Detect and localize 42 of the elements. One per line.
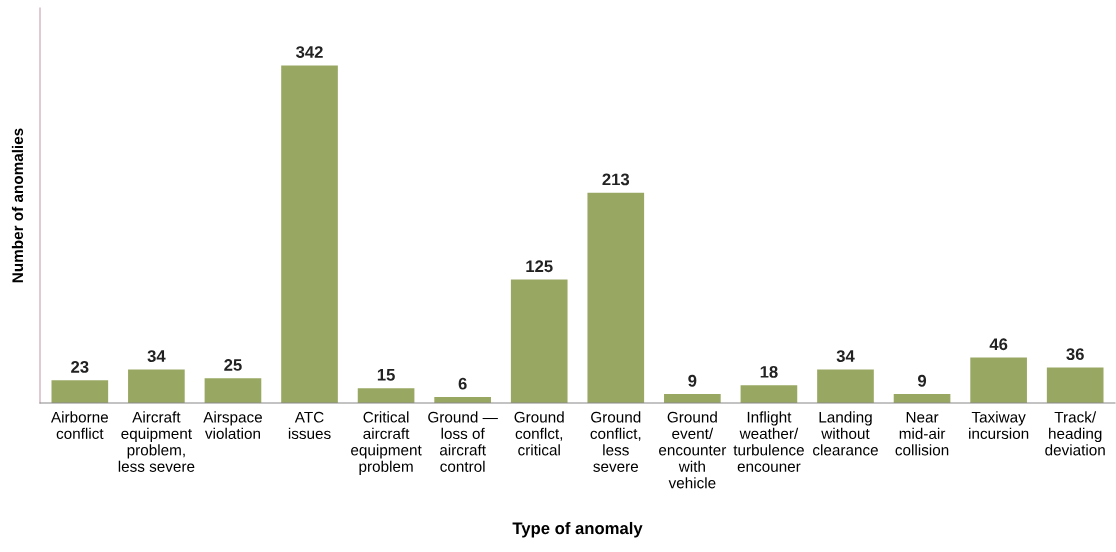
- data-label: 18: [760, 365, 778, 378]
- data-label: 213: [602, 173, 630, 186]
- x-tick-label: Critical aircraft equipment problem: [351, 411, 422, 475]
- x-tick-label: Landing without clearance: [813, 411, 878, 456]
- bar: [357, 388, 415, 403]
- bar: [281, 65, 338, 403]
- x-tick-label: ATC issues: [288, 411, 331, 440]
- x-tick-label: Ground event/ encounter with vehicle: [659, 411, 727, 489]
- data-label: 6: [458, 377, 467, 390]
- data-label: 46: [989, 338, 1008, 351]
- bar: [587, 192, 645, 403]
- x-tick-label: Inflight weather/ turbulence encouner: [733, 411, 804, 472]
- bar: [1046, 367, 1104, 403]
- x-tick-label: Track/ heading deviation: [1045, 411, 1105, 456]
- x-tick-label: Ground conflict, less severe: [590, 411, 641, 472]
- bar: [817, 369, 874, 403]
- bar: [204, 378, 262, 403]
- data-label: 342: [296, 46, 323, 58]
- x-tick-label: Airspace violation: [203, 411, 262, 440]
- data-label: 23: [71, 361, 89, 373]
- data-label: 34: [836, 350, 855, 362]
- data-label: 25: [224, 359, 242, 371]
- x-tick-label: Airborne conflict: [50, 411, 109, 440]
- bar: [664, 394, 721, 403]
- bar: [128, 369, 185, 403]
- y-axis-title: Number of anomalies: [11, 128, 24, 283]
- bar: [970, 357, 1027, 403]
- x-tick-label: Aircraft equipment problem, less severe: [118, 411, 195, 472]
- data-label: 34: [147, 350, 166, 362]
- x-axis-title: Type of anomaly: [512, 521, 643, 538]
- x-tick-label: Near mid-air collision: [895, 411, 949, 456]
- bar: [51, 380, 109, 403]
- data-label: 36: [1066, 348, 1084, 361]
- data-label: 9: [918, 374, 927, 387]
- data-label: 9: [688, 374, 697, 387]
- bar: [510, 279, 568, 403]
- bar: [740, 385, 798, 403]
- data-label: 125: [526, 260, 553, 273]
- x-tick-label: Ground — loss of aircraft control: [428, 411, 498, 472]
- data-label: 15: [377, 369, 395, 381]
- x-tick-label: Ground conflct, critical: [514, 411, 564, 456]
- x-tick-label: Taxiway incursion: [969, 411, 1029, 440]
